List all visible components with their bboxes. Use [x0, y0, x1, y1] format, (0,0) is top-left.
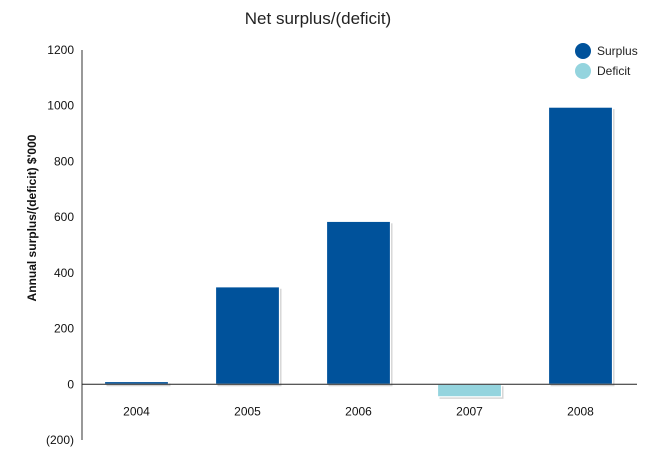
x-tick-label: 2007	[456, 404, 483, 418]
legend-marker-surplus	[575, 43, 591, 59]
bar-surplus-2006	[325, 220, 392, 385]
y-tick-label: 0	[67, 377, 74, 391]
legend-marker-deficit	[575, 63, 591, 79]
x-tick-label: 2005	[234, 404, 261, 418]
chart-title: Net surplus/(deficit)	[245, 9, 391, 28]
y-tick-label: 1000	[47, 99, 74, 113]
legend-label-surplus: Surplus	[597, 44, 638, 58]
x-tick-label: 2006	[345, 404, 372, 418]
y-tick-label: 400	[54, 266, 74, 280]
legend-label-deficit: Deficit	[597, 64, 631, 78]
y-tick-label: (200)	[46, 433, 74, 447]
bar-surplus-2008	[547, 106, 614, 385]
x-tick-label: 2004	[123, 404, 150, 418]
y-axis-title: Annual surplus/(deficit) $'000	[25, 134, 39, 301]
bar-surplus-2005	[214, 286, 281, 385]
y-tick-label: 800	[54, 154, 74, 168]
y-axis: (200) 0 200 400 600 800 1000 1200	[46, 43, 83, 447]
x-axis-labels: 2004 2005 2006 2007 2008	[123, 404, 594, 418]
bar-deficit-2007	[436, 383, 503, 398]
bar-shadow	[106, 383, 171, 387]
y-tick-label: 200	[54, 322, 74, 336]
x-tick-label: 2008	[567, 404, 594, 418]
legend: Surplus Deficit	[575, 43, 638, 79]
y-tick-label: 600	[54, 210, 74, 224]
bars-group	[103, 106, 615, 399]
y-tick-label: 1200	[47, 43, 74, 57]
